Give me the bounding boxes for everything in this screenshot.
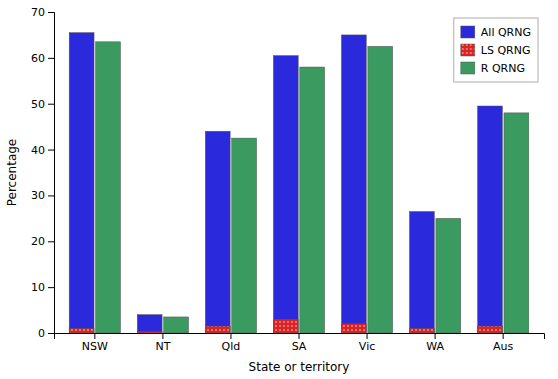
legend-swatch <box>461 62 475 74</box>
x-axis: NSW NT Qld SA Vic WA Aus <box>55 333 545 353</box>
tick-mark <box>48 104 54 105</box>
tick-label: NT <box>155 340 170 353</box>
tick-label: NSW <box>82 340 108 353</box>
bar <box>436 218 461 333</box>
tick: Aus <box>493 333 513 353</box>
tick: 70 <box>31 6 54 19</box>
bar <box>478 326 503 333</box>
bar <box>504 113 529 333</box>
legend-frame <box>454 18 538 82</box>
tick: 0 <box>38 327 54 340</box>
tick: 40 <box>31 144 54 157</box>
legend: All QRNG LS QRNG R QRNG <box>454 18 538 82</box>
bar <box>273 56 298 333</box>
legend-label: R QRNG <box>481 62 525 75</box>
tick-label: 20 <box>31 235 45 248</box>
tick-mark <box>48 150 54 151</box>
legend-swatch <box>461 44 475 56</box>
tick-mark <box>503 333 504 339</box>
tick-mark <box>435 333 436 339</box>
tick: 10 <box>31 281 54 294</box>
bar <box>478 106 503 333</box>
tick-label: 30 <box>31 189 45 202</box>
tick-label: 10 <box>31 281 45 294</box>
bar <box>273 319 298 333</box>
legend-item: All QRNG <box>461 26 531 39</box>
axis-line <box>48 13 55 334</box>
bar <box>69 33 94 333</box>
bar-series <box>69 33 502 333</box>
tick: NSW <box>82 333 108 353</box>
tick-mark <box>48 241 54 242</box>
tick-label: 40 <box>31 144 45 157</box>
x-axis-title: State or territory <box>249 360 350 374</box>
bar <box>368 46 393 333</box>
tick-label: 0 <box>38 327 45 340</box>
y-axis: 0 10 20 30 40 50 60 70 <box>31 6 55 340</box>
tick: 30 <box>31 189 54 202</box>
bar <box>69 328 94 333</box>
tick-label: 50 <box>31 98 45 111</box>
legend-label: LS QRNG <box>481 44 531 57</box>
bar <box>341 35 366 333</box>
tick: WA <box>426 333 444 353</box>
tick-mark <box>94 333 95 339</box>
bar <box>96 42 121 333</box>
tick-mark <box>230 333 231 339</box>
bar <box>137 332 162 333</box>
tick-label: WA <box>426 340 444 353</box>
bar <box>341 324 366 333</box>
tick-label: Aus <box>493 340 513 353</box>
tick-mark <box>162 333 163 339</box>
tick-mark <box>48 12 54 13</box>
tick-mark <box>367 333 368 339</box>
bar <box>205 326 230 333</box>
bar <box>164 317 189 333</box>
bar <box>409 211 434 333</box>
tick-label: 60 <box>31 52 45 65</box>
tick-mark <box>48 58 54 59</box>
tick: NT <box>155 333 170 353</box>
tick-label: Vic <box>359 340 375 353</box>
bar <box>300 67 325 333</box>
axis-line <box>55 334 545 340</box>
tick-mark <box>48 287 54 288</box>
tick-mark <box>299 333 300 339</box>
bar <box>137 315 162 333</box>
chart: NSW NT Qld SA Vic WA Aus 0 10 20 30 40 50 60 70 State o… <box>0 0 558 379</box>
legend-label: All QRNG <box>481 26 531 39</box>
tick: SA <box>292 333 307 353</box>
tick-label: SA <box>292 340 307 353</box>
tick-mark <box>48 195 54 196</box>
bar <box>232 138 257 333</box>
tick: 50 <box>31 98 54 111</box>
legend-item: R QRNG <box>461 62 525 75</box>
tick: 20 <box>31 235 54 248</box>
bar <box>409 328 434 333</box>
tick-mark <box>48 333 54 334</box>
tick: 60 <box>31 52 54 65</box>
bar <box>205 131 230 333</box>
legend-item: LS QRNG <box>461 44 531 57</box>
bar-series <box>96 42 529 333</box>
tick-label: 70 <box>31 6 45 19</box>
tick: Qld <box>222 333 241 353</box>
tick-label: Qld <box>222 340 241 353</box>
legend-swatch <box>461 26 475 38</box>
y-axis-title: Percentage <box>5 139 19 207</box>
tick: Vic <box>359 333 375 353</box>
plot: NSW NT Qld SA Vic WA Aus 0 10 20 30 40 50 60 70 State o… <box>5 6 545 374</box>
